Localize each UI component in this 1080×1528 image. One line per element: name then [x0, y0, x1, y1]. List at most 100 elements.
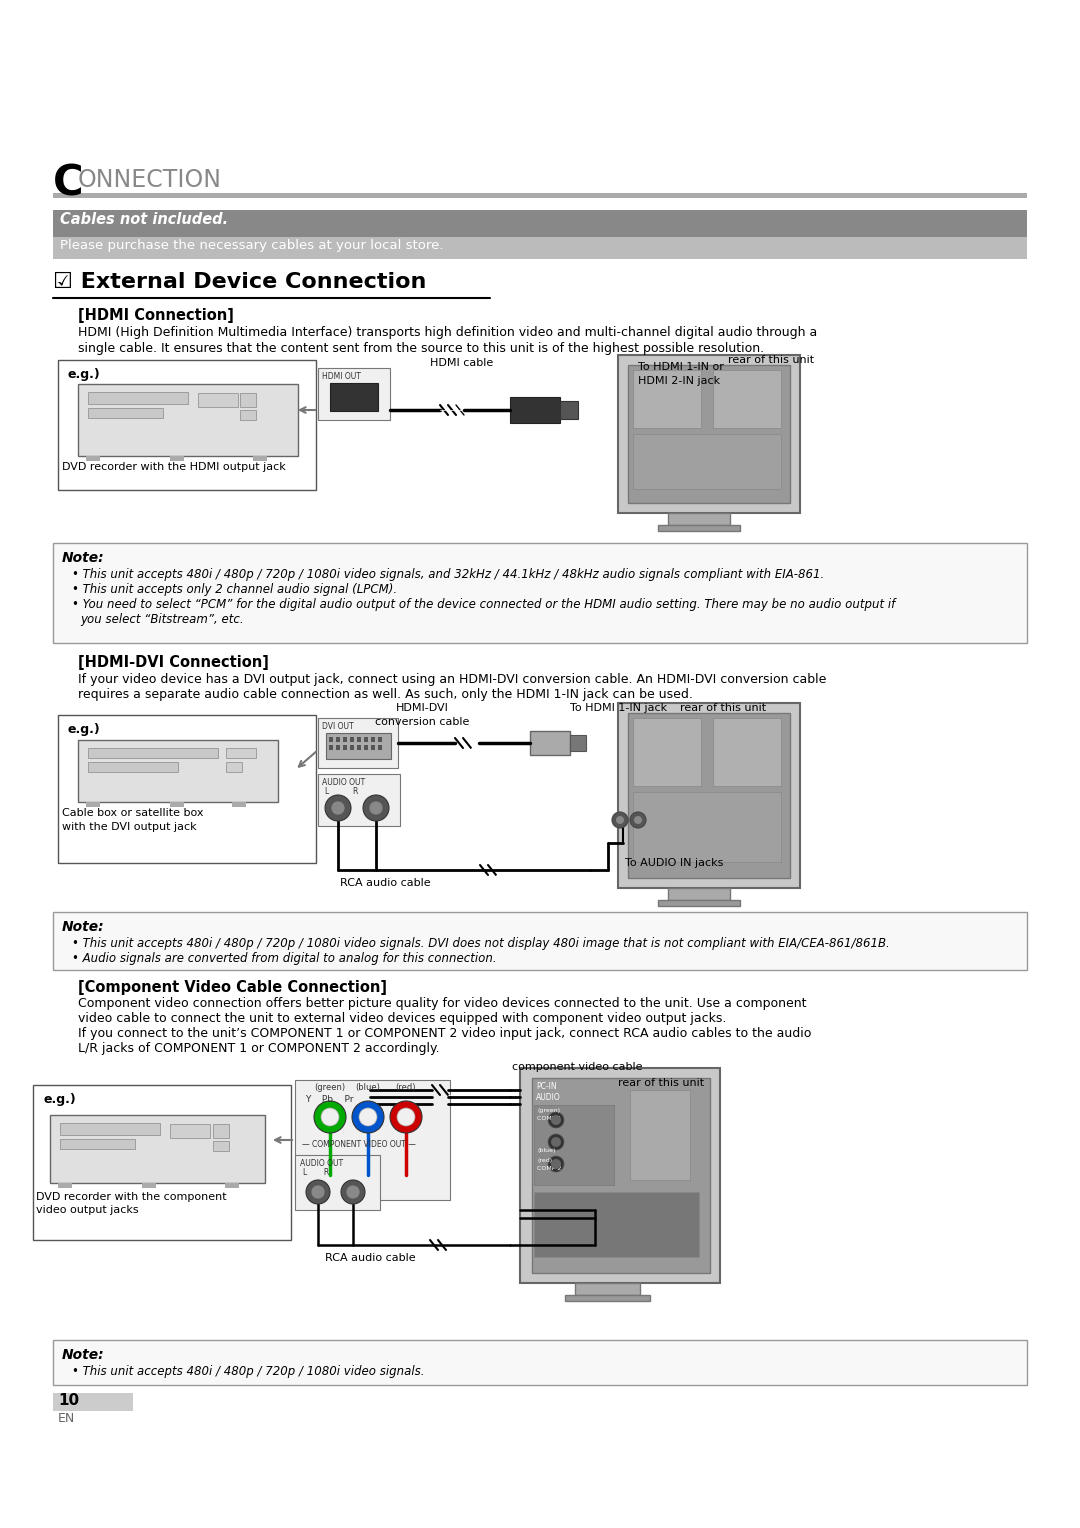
- Bar: [510, 397, 561, 423]
- Text: HDMI (High Definition Multimedia Interface) transports high definition video and: HDMI (High Definition Multimedia Interfa…: [78, 325, 818, 339]
- Text: (green): (green): [314, 1083, 346, 1093]
- Bar: [357, 746, 361, 750]
- Bar: [618, 354, 800, 513]
- Bar: [329, 746, 333, 750]
- Text: L/R jacks of COMPONENT 1 or COMPONENT 2 accordingly.: L/R jacks of COMPONENT 1 or COMPONENT 2 …: [78, 1042, 440, 1054]
- Text: (red): (red): [395, 1083, 416, 1093]
- Bar: [141, 1183, 156, 1187]
- Text: [HDMI-DVI Connection]: [HDMI-DVI Connection]: [78, 656, 269, 669]
- Bar: [669, 513, 730, 526]
- Bar: [86, 455, 100, 461]
- Bar: [575, 1284, 640, 1296]
- Text: If you connect to the unit’s COMPONENT 1 or COMPONENT 2 video input jack, connec: If you connect to the unit’s COMPONENT 1…: [78, 1027, 811, 1041]
- Bar: [50, 1115, 265, 1183]
- Text: component video cable: component video cable: [512, 1062, 643, 1073]
- Text: EN: EN: [58, 1412, 76, 1426]
- Bar: [618, 703, 800, 888]
- Bar: [53, 1394, 133, 1410]
- Bar: [364, 746, 368, 750]
- Circle shape: [330, 801, 345, 814]
- Text: rear of this unit: rear of this unit: [728, 354, 814, 365]
- Text: • This unit accepts 480i / 480p / 720p / 1080i video signals.: • This unit accepts 480i / 480p / 720p /…: [72, 1365, 424, 1378]
- Text: HDMI 2-IN jack: HDMI 2-IN jack: [638, 376, 720, 387]
- Text: Note:: Note:: [62, 920, 105, 934]
- Circle shape: [634, 816, 642, 824]
- Circle shape: [306, 1180, 330, 1204]
- Bar: [364, 736, 368, 743]
- Bar: [295, 1155, 380, 1210]
- Bar: [658, 900, 740, 906]
- Bar: [86, 802, 100, 807]
- Bar: [658, 526, 740, 532]
- Bar: [336, 736, 340, 743]
- Text: L       R: L R: [303, 1167, 329, 1177]
- Text: HDMI cable: HDMI cable: [430, 358, 494, 368]
- Bar: [713, 370, 781, 428]
- Bar: [53, 912, 1027, 970]
- Circle shape: [352, 1102, 384, 1132]
- Bar: [53, 1340, 1027, 1384]
- Text: conversion cable: conversion cable: [375, 717, 469, 727]
- Bar: [336, 746, 340, 750]
- Bar: [213, 1141, 229, 1151]
- Text: L          R: L R: [325, 787, 359, 796]
- Bar: [534, 1105, 615, 1186]
- Bar: [378, 736, 382, 743]
- Circle shape: [359, 1108, 377, 1126]
- Text: Y    Pb    Pr: Y Pb Pr: [305, 1096, 353, 1105]
- Text: AUDIO OUT: AUDIO OUT: [322, 778, 365, 787]
- Text: (red): (red): [537, 1158, 552, 1163]
- Bar: [530, 730, 570, 755]
- Circle shape: [397, 1108, 415, 1126]
- Text: (green): (green): [537, 1108, 561, 1112]
- Bar: [170, 1125, 210, 1138]
- Bar: [53, 193, 1027, 199]
- Bar: [627, 365, 789, 503]
- Bar: [633, 718, 701, 785]
- Text: HDMI OUT: HDMI OUT: [322, 371, 361, 380]
- Text: C: C: [53, 163, 83, 205]
- Bar: [570, 735, 586, 750]
- Bar: [372, 736, 375, 743]
- Text: e.g.): e.g.): [43, 1093, 76, 1106]
- Bar: [53, 237, 1027, 260]
- Bar: [170, 455, 184, 461]
- Text: Cable box or satellite box: Cable box or satellite box: [62, 808, 203, 817]
- Text: COMP 1: COMP 1: [537, 1115, 562, 1122]
- Bar: [630, 1089, 690, 1180]
- Text: requires a separate audio cable connection as well. As such, only the HDMI 1-IN : requires a separate audio cable connecti…: [78, 688, 693, 701]
- Circle shape: [551, 1115, 561, 1125]
- Bar: [87, 762, 178, 772]
- Text: Note:: Note:: [62, 552, 105, 565]
- Bar: [633, 792, 781, 862]
- Bar: [669, 888, 730, 900]
- Circle shape: [311, 1186, 325, 1199]
- Text: If your video device has a DVI output jack, connect using an HDMI-DVI conversion: If your video device has a DVI output ja…: [78, 672, 826, 686]
- Bar: [253, 455, 267, 461]
- Bar: [372, 746, 375, 750]
- Bar: [713, 718, 781, 785]
- Bar: [350, 736, 354, 743]
- Circle shape: [321, 1108, 339, 1126]
- Text: e.g.): e.g.): [68, 723, 100, 736]
- Text: [Component Video Cable Connection]: [Component Video Cable Connection]: [78, 979, 387, 995]
- Bar: [58, 715, 316, 863]
- Text: HDMI-DVI: HDMI-DVI: [395, 703, 448, 714]
- Bar: [532, 1077, 710, 1273]
- Circle shape: [369, 801, 383, 814]
- Bar: [519, 1068, 720, 1284]
- Text: • This unit accepts 480i / 480p / 720p / 1080i video signals. DVI does not displ: • This unit accepts 480i / 480p / 720p /…: [72, 937, 890, 950]
- Bar: [53, 542, 1027, 643]
- Text: • This unit accepts only 2 channel audio signal (LPCM).: • This unit accepts only 2 channel audio…: [72, 584, 397, 596]
- Text: 10: 10: [58, 1394, 79, 1407]
- Circle shape: [346, 1186, 360, 1199]
- Bar: [240, 393, 256, 406]
- Bar: [633, 434, 781, 489]
- Bar: [326, 733, 391, 759]
- Bar: [60, 1123, 160, 1135]
- Text: you select “Bitstream”, etc.: you select “Bitstream”, etc.: [80, 613, 244, 626]
- Bar: [58, 1183, 72, 1187]
- Bar: [225, 1183, 239, 1187]
- Text: COMP 2: COMP 2: [537, 1166, 562, 1170]
- Text: video output jacks: video output jacks: [36, 1206, 138, 1215]
